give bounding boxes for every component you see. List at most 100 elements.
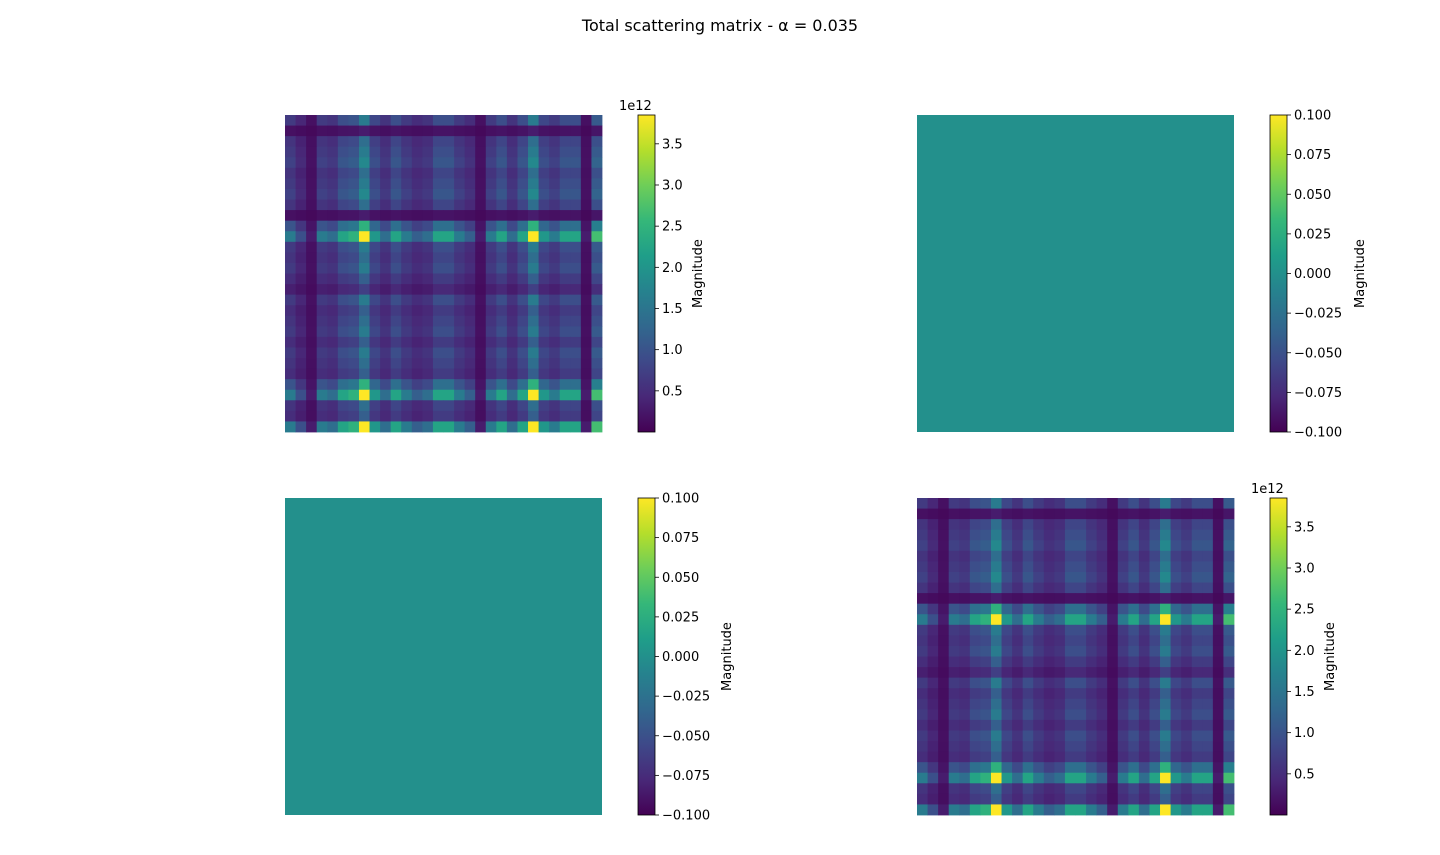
heatmap-cell	[1075, 772, 1087, 784]
heatmap-cell	[1064, 804, 1076, 816]
heatmap-cell	[917, 698, 928, 710]
heatmap-cell	[1012, 772, 1024, 784]
heatmap-cell	[411, 252, 423, 264]
heatmap-cell	[485, 199, 497, 211]
heatmap-cell	[485, 336, 497, 348]
heatmap-cell	[464, 347, 476, 359]
heatmap-cell	[927, 614, 939, 626]
heatmap-cell	[591, 305, 603, 317]
colorbar-label: Magnitude	[691, 239, 706, 308]
heatmap-cell	[1075, 498, 1087, 509]
heatmap-cell	[1107, 603, 1119, 615]
heatmap-cell	[1043, 614, 1055, 626]
heatmap-cell	[496, 379, 508, 391]
colorbar-tick-label: 2.5	[662, 220, 683, 235]
heatmap-cell	[369, 421, 381, 433]
heatmap-cell	[1223, 772, 1235, 784]
colorbar-tick-label: 0.050	[1294, 188, 1331, 203]
heatmap-cell	[1170, 804, 1182, 816]
heatmap-cell	[1054, 719, 1066, 731]
heatmap-cell	[990, 519, 1002, 531]
heatmap-cell	[422, 231, 434, 243]
heatmap-cell	[959, 667, 971, 679]
heatmap-cell	[1191, 508, 1203, 520]
heatmap-cell	[443, 326, 455, 338]
heatmap-cell	[380, 358, 392, 369]
heatmap-cell	[990, 571, 1002, 583]
heatmap-cell	[1075, 688, 1087, 700]
heatmap-cell	[401, 136, 413, 148]
heatmap-cell	[337, 358, 349, 369]
colorbar-label: Magnitude	[720, 622, 735, 691]
heatmap-cell	[990, 751, 1002, 763]
heatmap-cell	[327, 199, 339, 211]
heatmap-cell	[917, 540, 928, 552]
heatmap-cell	[1022, 698, 1034, 710]
heatmap-cell	[1181, 635, 1193, 647]
heatmap-cell	[1160, 603, 1171, 615]
heatmap-cell	[390, 252, 402, 264]
heatmap-cell	[969, 624, 981, 636]
heatmap-cell	[358, 125, 370, 137]
heatmap-cell	[1022, 519, 1034, 531]
heatmap-cell	[369, 315, 381, 327]
heatmap-cell	[306, 410, 318, 422]
heatmap-cell	[1012, 751, 1024, 763]
heatmap-cell	[454, 220, 466, 232]
heatmap-cell	[369, 199, 381, 211]
heatmap-cell	[959, 793, 971, 805]
heatmap-cell	[1107, 550, 1119, 562]
heatmap-cell	[496, 347, 508, 359]
heatmap-cell	[1064, 561, 1076, 573]
heatmap-cell	[1117, 582, 1129, 594]
heatmap-cell	[1001, 561, 1013, 573]
heatmap-cell	[1086, 741, 1098, 752]
heatmap-cell	[1012, 656, 1024, 668]
heatmap-cell	[348, 347, 360, 359]
heatmap-cell	[990, 677, 1002, 689]
heatmap-cell	[358, 389, 370, 401]
heatmap-cell	[485, 284, 497, 296]
heatmap-cell	[348, 294, 360, 306]
heatmap-cell	[464, 241, 476, 253]
heatmap-cell	[927, 772, 939, 784]
heatmap-cell	[1054, 762, 1066, 774]
heatmap-cell	[980, 688, 992, 700]
heatmap-cell	[454, 252, 466, 264]
heatmap-cell	[1212, 719, 1224, 731]
heatmap-cell	[306, 284, 318, 296]
heatmap-cell	[411, 125, 423, 137]
heatmap-cell	[454, 188, 466, 200]
heatmap-cell	[927, 603, 939, 615]
heatmap-cell	[295, 358, 307, 369]
heatmap-cell	[517, 262, 529, 274]
heatmap-cell	[506, 336, 518, 348]
colorbar-tick-label: 2.0	[1294, 644, 1315, 659]
heatmap-cell	[570, 220, 582, 232]
heatmap-cell	[390, 220, 402, 232]
heatmap-cell	[316, 188, 328, 200]
heatmap-cell	[285, 241, 296, 253]
heatmap-cell	[432, 252, 444, 264]
heatmap-cell	[1012, 582, 1024, 594]
heatmap-cell	[401, 210, 413, 222]
heatmap-cell	[1064, 529, 1076, 541]
heatmap-cell	[1128, 498, 1140, 509]
heatmap-cell	[295, 326, 307, 338]
heatmap-cell	[475, 220, 487, 232]
heatmap-cell	[969, 804, 981, 816]
heatmap-cell	[938, 540, 950, 552]
heatmap-cell	[1223, 793, 1235, 805]
heatmap-cell	[1107, 698, 1119, 710]
heatmap-cell	[517, 146, 529, 158]
heatmap-cell	[390, 210, 402, 222]
heatmap-cell	[927, 582, 939, 594]
heatmap-cell	[411, 326, 423, 338]
heatmap-cell	[496, 146, 508, 158]
heatmap-cell	[969, 709, 981, 721]
heatmap-cell	[1086, 508, 1098, 520]
heatmap-cell	[432, 305, 444, 317]
heatmap-cell	[1138, 635, 1150, 647]
heatmap-cell	[285, 178, 296, 190]
